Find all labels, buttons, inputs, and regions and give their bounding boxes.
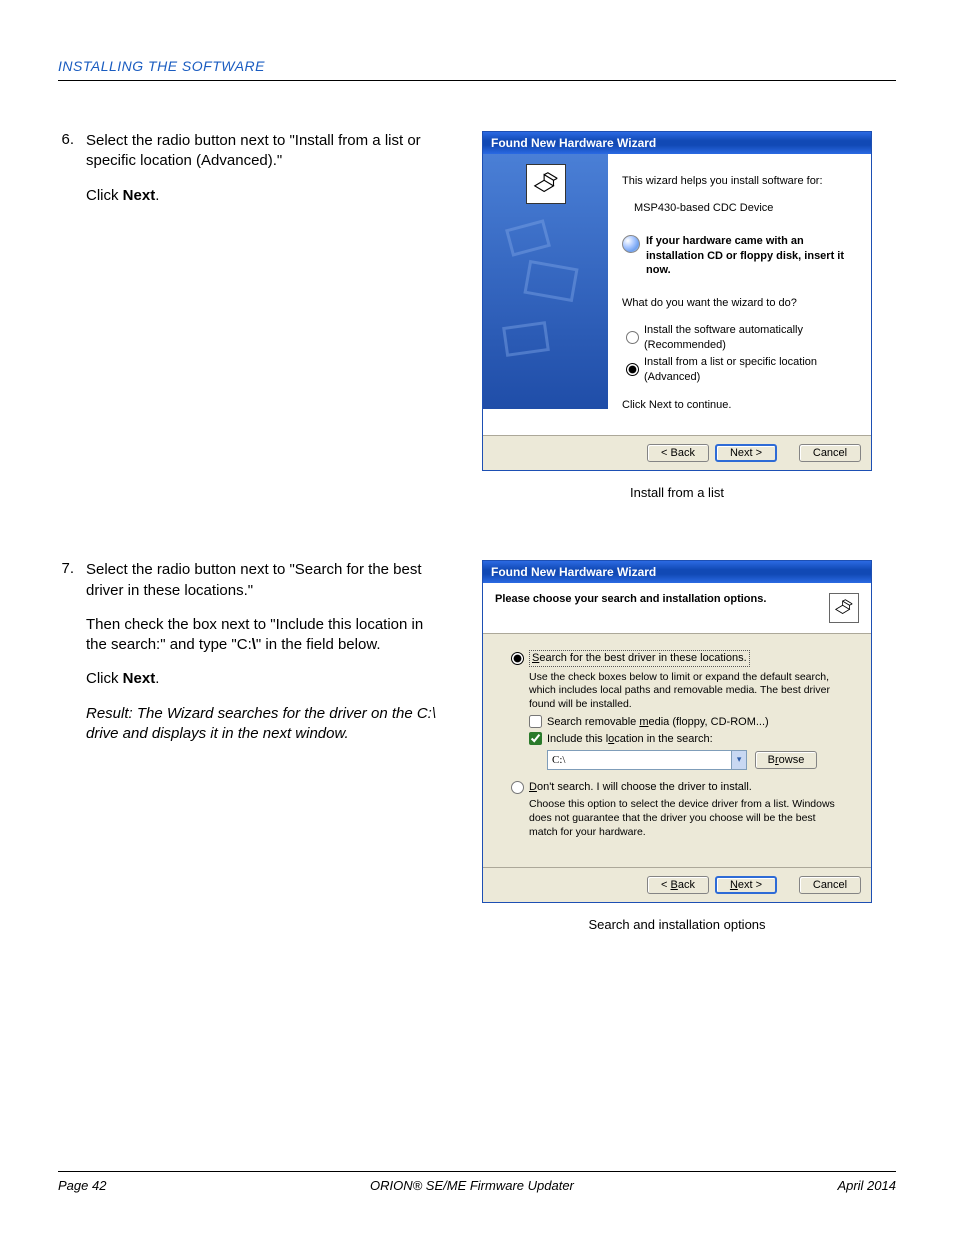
wizard1-sidebar	[483, 154, 608, 409]
hardware-icon	[526, 164, 566, 204]
checkbox-include-input[interactable]	[529, 732, 542, 745]
checkbox-include-location[interactable]: Include this location in the search:	[529, 732, 843, 746]
wizard1-cd-text: If your hardware came with an installati…	[646, 234, 857, 279]
checkbox-media-input[interactable]	[529, 715, 542, 728]
step-6: 6. Select the radio button next to "Inst…	[58, 131, 896, 500]
radio-list[interactable]: Install from a list or specific location…	[626, 355, 857, 385]
radio-dont-search[interactable]: Don't search. I will choose the driver t…	[511, 780, 843, 794]
wizard1-continue: Click Next to continue.	[622, 398, 857, 413]
step-7-result: Result: The Wizard searches for the driv…	[86, 704, 438, 745]
cd-icon	[622, 235, 640, 253]
wizard1-titlebar: Found New Hardware Wizard	[483, 132, 871, 154]
step-6-next-bold: Next	[123, 187, 156, 204]
wizard2-next-button[interactable]: Next >	[715, 876, 777, 894]
radio-dont-input[interactable]	[511, 781, 524, 794]
checkbox-removable-media[interactable]: Search removable media (floppy, CD-ROM..…	[529, 715, 843, 729]
figure1-caption: Install from a list	[630, 485, 724, 500]
step-7-text2: Then check the box next to "Include this…	[86, 615, 438, 656]
radio-auto[interactable]: Install the software automatically (Reco…	[626, 323, 857, 353]
page-footer: Page 42 ORION® SE/ME Firmware Updater Ap…	[58, 1171, 896, 1193]
step-6-click: Click	[86, 187, 123, 204]
radio-list-label: Install from a list or specific location…	[644, 355, 857, 385]
checkbox-media-label: Search removable media (floppy, CD-ROM..…	[547, 715, 769, 729]
step-6-click-next: Click Next.	[86, 186, 438, 206]
path-combobox[interactable]: ▾	[547, 750, 747, 770]
browse-button[interactable]: Browse	[755, 751, 817, 769]
wizard1-prompt: What do you want the wizard to do?	[622, 296, 857, 311]
wizard2-back-button[interactable]: < Back	[647, 876, 709, 894]
step-7: 7. Select the radio button next to "Sear…	[58, 560, 896, 932]
radio-auto-input[interactable]	[626, 331, 639, 344]
wizard1-next-button[interactable]: Next >	[715, 444, 777, 462]
step-6-number: 6.	[58, 131, 86, 220]
path-input[interactable]	[548, 754, 731, 766]
checkbox-include-label: Include this location in the search:	[547, 732, 713, 746]
wizard1-back-button[interactable]: < Back	[647, 444, 709, 462]
footer-date: April 2014	[837, 1178, 896, 1193]
step-6-text: Select the radio button next to "Install…	[86, 131, 438, 172]
wizard2-heading: Please choose your search and installati…	[495, 593, 766, 605]
figure2-caption: Search and installation options	[588, 917, 765, 932]
wizard-dialog-2: Found New Hardware Wizard Please choose …	[482, 560, 872, 903]
wizard1-device: MSP430-based CDC Device	[622, 201, 857, 216]
section-header: INSTALLING THE SOFTWARE	[58, 58, 896, 81]
radio-auto-label: Install the software automatically (Reco…	[644, 323, 857, 353]
hardware-icon	[829, 593, 859, 623]
step-6-period: .	[155, 187, 159, 204]
chevron-down-icon[interactable]: ▾	[731, 751, 746, 769]
wizard1-cancel-button[interactable]: Cancel	[799, 444, 861, 462]
footer-title: ORION® SE/ME Firmware Updater	[370, 1178, 574, 1193]
step-7-click-next: Click Next.	[86, 669, 438, 689]
wizard-dialog-1: Found New Hardware Wizard This wiz	[482, 131, 872, 471]
wizard2-titlebar: Found New Hardware Wizard	[483, 561, 871, 583]
search-description: Use the check boxes below to limit or ex…	[511, 671, 843, 712]
dont-search-description: Choose this option to select the device …	[511, 798, 843, 839]
wizard1-intro: This wizard helps you install software f…	[622, 174, 857, 189]
radio-search-input[interactable]	[511, 652, 524, 665]
footer-page: Page 42	[58, 1178, 106, 1193]
radio-search-best[interactable]: Search for the best driver in these loca…	[511, 650, 843, 666]
wizard2-cancel-button[interactable]: Cancel	[799, 876, 861, 894]
radio-dont-label: Don't search. I will choose the driver t…	[529, 780, 752, 794]
step-7-text1: Select the radio button next to "Search …	[86, 560, 438, 601]
step-7-number: 7.	[58, 560, 86, 758]
radio-search-label: Search for the best driver in these loca…	[529, 650, 750, 666]
radio-list-input[interactable]	[626, 363, 639, 376]
